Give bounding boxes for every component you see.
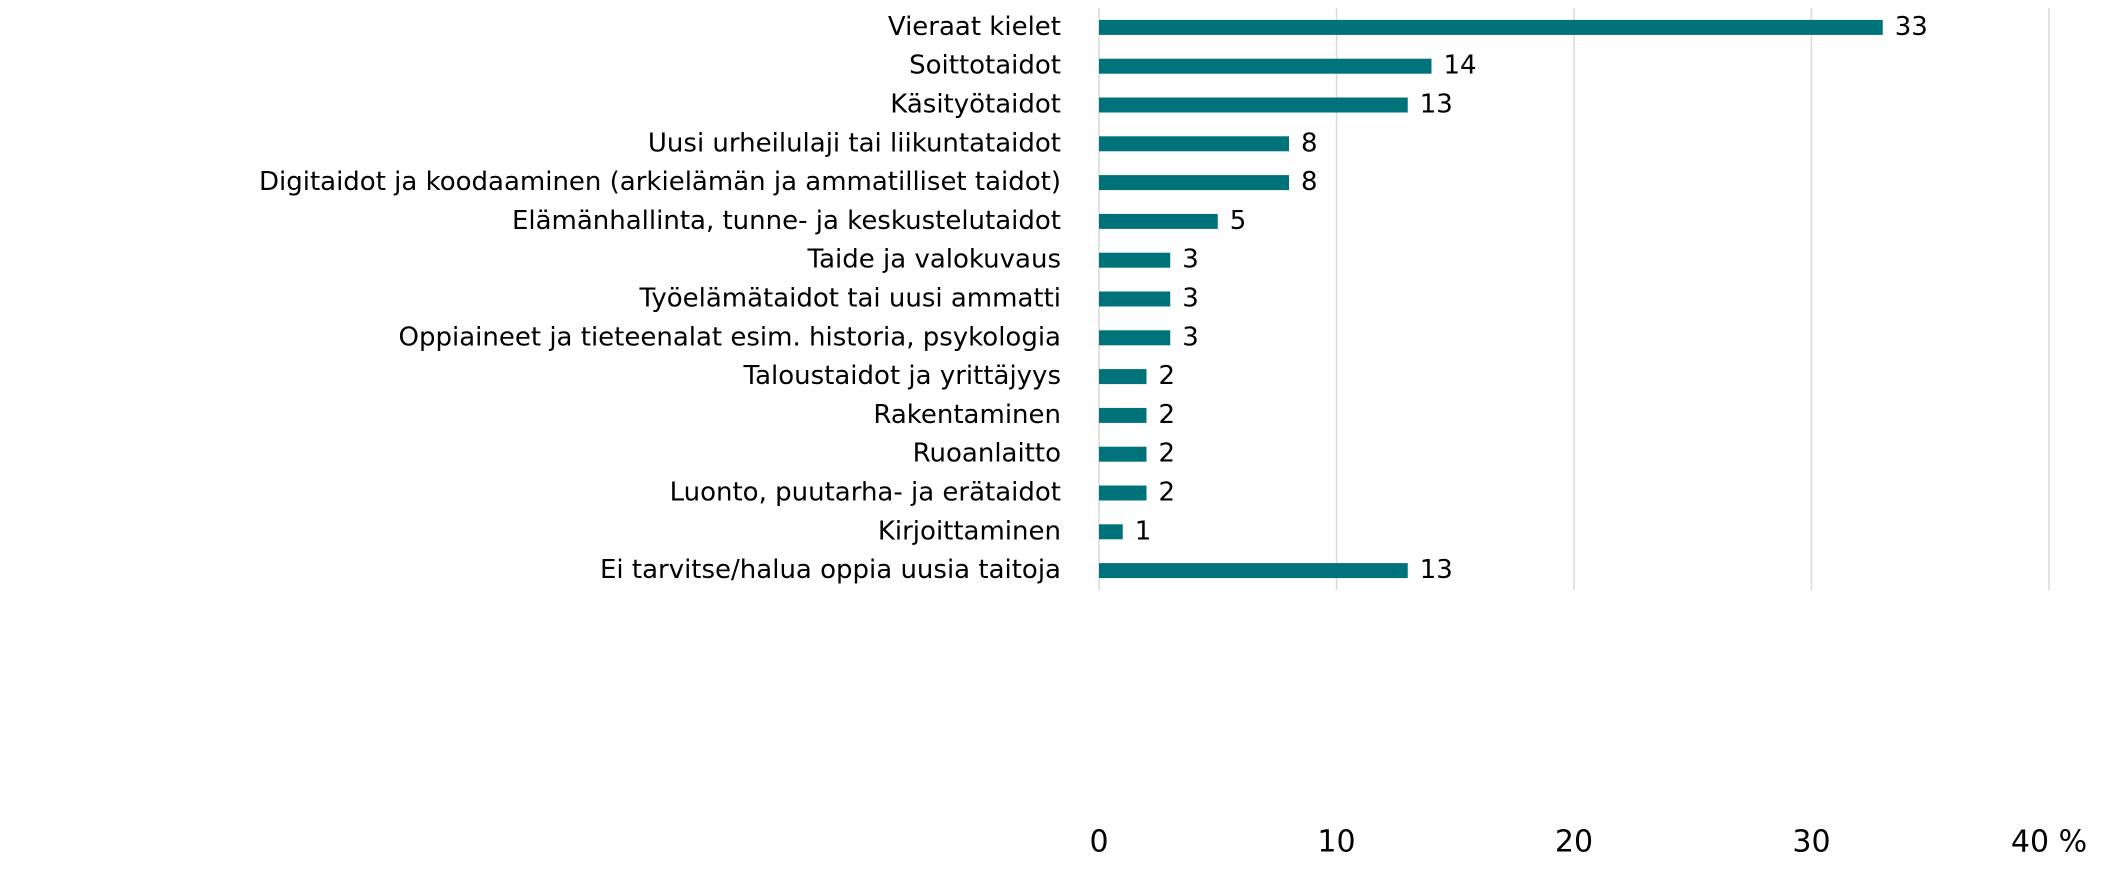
- bar: [1099, 485, 1147, 501]
- bar: [1099, 330, 1171, 346]
- y-tick-label: Kirjoittaminen: [878, 516, 1061, 546]
- bar: [1099, 369, 1147, 385]
- y-tick-label: Soittotaidot: [909, 51, 1061, 81]
- data-label: 33: [1895, 12, 1928, 42]
- data-label: 5: [1230, 206, 1247, 236]
- y-tick-label: Taide ja valokuvaus: [807, 245, 1061, 275]
- y-tick-label: Työelämätaidot tai uusi ammatti: [639, 284, 1062, 314]
- data-label: 2: [1159, 439, 1176, 469]
- y-tick-label: Elämänhallinta, tunne- ja keskustelutaid…: [512, 206, 1061, 236]
- y-tick-label: Uusi urheilulaji tai liikuntataidot: [648, 128, 1061, 158]
- bar: [1099, 407, 1147, 423]
- data-label: 3: [1182, 284, 1199, 314]
- y-tick-label: Ruoanlaitto: [913, 439, 1061, 469]
- data-label: 2: [1159, 400, 1176, 430]
- x-tick-label: 0: [1089, 825, 1108, 860]
- x-tick-label: 10: [1317, 825, 1355, 860]
- data-label: 13: [1420, 90, 1453, 120]
- x-tick-label: 40 %: [2011, 825, 2087, 860]
- data-label: 2: [1159, 361, 1176, 391]
- y-tick-label: Luonto, puutarha- ja erätaidot: [670, 478, 1061, 508]
- x-tick-label: 30: [1792, 825, 1830, 860]
- data-label: 8: [1301, 128, 1318, 158]
- y-tick-label: Taloustaidot ja yrittäjyys: [743, 361, 1061, 391]
- y-tick-label: Käsityötaidot: [890, 90, 1061, 120]
- bar: [1099, 524, 1123, 540]
- bar: [1099, 446, 1147, 462]
- data-label: 14: [1444, 51, 1477, 81]
- bar: [1099, 175, 1289, 191]
- bar: [1099, 563, 1408, 579]
- data-label: 13: [1420, 555, 1453, 585]
- data-label: 2: [1159, 478, 1176, 508]
- y-tick-label: Rakentaminen: [873, 400, 1061, 430]
- bar: [1099, 97, 1408, 113]
- y-tick-label: Ei tarvitse/halua oppia uusia taitoja: [600, 555, 1061, 585]
- y-tick-label: Oppiaineet ja tieteenalat esim. historia…: [399, 322, 1061, 352]
- data-label: 8: [1301, 167, 1318, 197]
- x-tick-label: 20: [1555, 825, 1593, 860]
- bar: [1099, 291, 1171, 307]
- bar: [1099, 19, 1883, 35]
- data-label: 3: [1182, 322, 1199, 352]
- bar: [1099, 58, 1432, 74]
- y-tick-label: Digitaidot ja koodaaminen (arkielämän ja…: [259, 167, 1061, 197]
- data-label: 1: [1135, 516, 1152, 546]
- bar: [1099, 136, 1289, 152]
- y-tick-label: Vieraat kielet: [888, 12, 1061, 42]
- data-label: 3: [1182, 245, 1199, 275]
- bar: [1099, 213, 1218, 229]
- bar: [1099, 252, 1171, 268]
